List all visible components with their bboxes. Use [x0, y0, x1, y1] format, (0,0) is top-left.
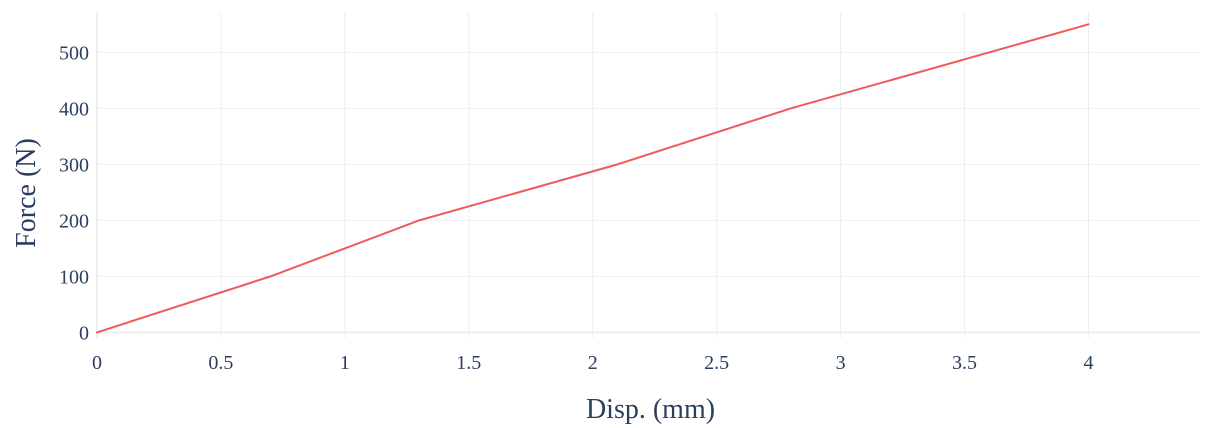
y-tick-label: 500 — [59, 42, 89, 64]
x-tick-label: 1.5 — [456, 352, 481, 374]
y-tick-label: 300 — [59, 154, 89, 176]
y-gridlines — [97, 51, 1200, 334]
x-tick-label: 3.5 — [952, 352, 977, 374]
series-line — [96, 23, 1090, 334]
y-tick-label: 200 — [59, 210, 89, 232]
x-tick-label: 4 — [1083, 352, 1093, 374]
y-tick-label: 0 — [79, 322, 89, 344]
x-tick-label: 2.5 — [704, 352, 729, 374]
x-axis-title: Disp. (mm) — [586, 394, 715, 425]
x-tick-labels: 0 0.5 1 1.5 2 2.5 3 3.5 4 — [92, 352, 1093, 374]
x-tick-label: 2 — [588, 352, 598, 374]
x-gridlines — [96, 12, 1089, 338]
series-layer — [96, 23, 1090, 334]
x-tick-label: 0 — [92, 352, 102, 374]
y-tick-label: 400 — [59, 98, 89, 120]
x-tick-label: 0.5 — [208, 352, 233, 374]
x-tick-label: 1 — [340, 352, 350, 374]
x-tick-label: 3 — [836, 352, 846, 374]
y-axis-title: Force (N) — [11, 138, 42, 248]
y-tick-label: 100 — [59, 266, 89, 288]
y-tick-labels: 0 100 200 300 400 500 — [59, 42, 89, 344]
